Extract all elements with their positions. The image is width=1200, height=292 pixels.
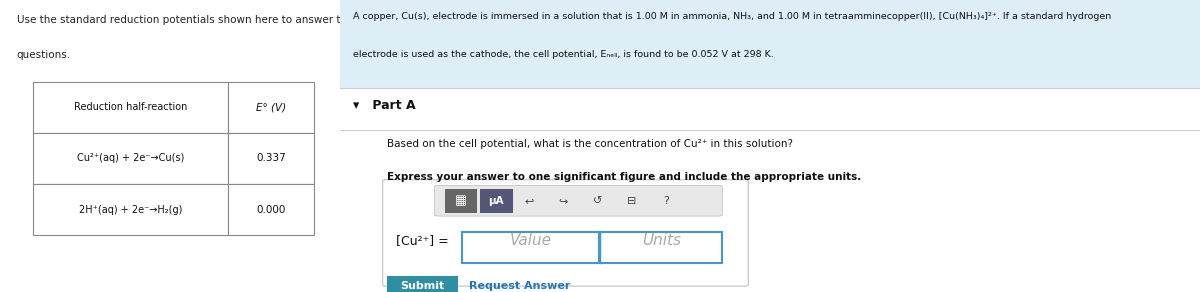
Text: Express your answer to one significant figure and include the appropriate units.: Express your answer to one significant f… [386,172,862,182]
Text: electrode is used as the cathode, the cell potential, Eₙₑₗₗ, is found to be 0.05: electrode is used as the cathode, the ce… [353,50,773,59]
Bar [228,82,313,133]
Text: ▦: ▦ [455,195,467,208]
Text: ?: ? [664,196,670,206]
FancyBboxPatch shape [434,185,722,216]
Text: Submit: Submit [401,281,445,291]
Bar [480,189,512,213]
Text: Based on the cell potential, what is the concentration of Cu²⁺ in this solution?: Based on the cell potential, what is the… [386,139,793,149]
Text: Cu²⁺(aq) + 2e⁻→Cu(s): Cu²⁺(aq) + 2e⁻→Cu(s) [77,153,185,164]
Text: 2H⁺(aq) + 2e⁻→H₂(g): 2H⁺(aq) + 2e⁻→H₂(g) [79,204,182,215]
Bar [228,184,313,235]
Text: ⊟: ⊟ [628,196,637,206]
FancyBboxPatch shape [383,180,749,286]
Text: ↺: ↺ [593,196,602,206]
Text: 0.337: 0.337 [256,153,286,164]
Bar [340,0,1200,88]
Text: Reduction half-reaction: Reduction half-reaction [74,102,187,112]
Text: ▾   Part A: ▾ Part A [353,99,415,112]
Bar [228,133,313,184]
Text: μA: μA [488,196,504,206]
Bar [444,189,478,213]
Text: E° (V): E° (V) [256,102,286,112]
Text: [Cu²⁺] =: [Cu²⁺] = [396,234,449,247]
Bar [462,232,600,263]
Text: ↩: ↩ [524,196,534,206]
Text: questions.: questions. [17,50,71,60]
Bar [386,276,458,292]
Text: A copper, Cu(s), electrode is immersed in a solution that is 1.00 M in ammonia, : A copper, Cu(s), electrode is immersed i… [353,12,1111,21]
Bar [34,82,228,133]
Text: Use the standard reduction potentials shown here to answer the: Use the standard reduction potentials sh… [17,15,353,25]
Bar [34,184,228,235]
Bar [34,133,228,184]
Text: Units: Units [642,233,680,248]
Text: 0.000: 0.000 [256,204,286,215]
Text: ↪: ↪ [559,196,568,206]
Text: Request Answer: Request Answer [469,281,570,291]
Text: Value: Value [510,233,552,248]
Bar [600,232,722,263]
